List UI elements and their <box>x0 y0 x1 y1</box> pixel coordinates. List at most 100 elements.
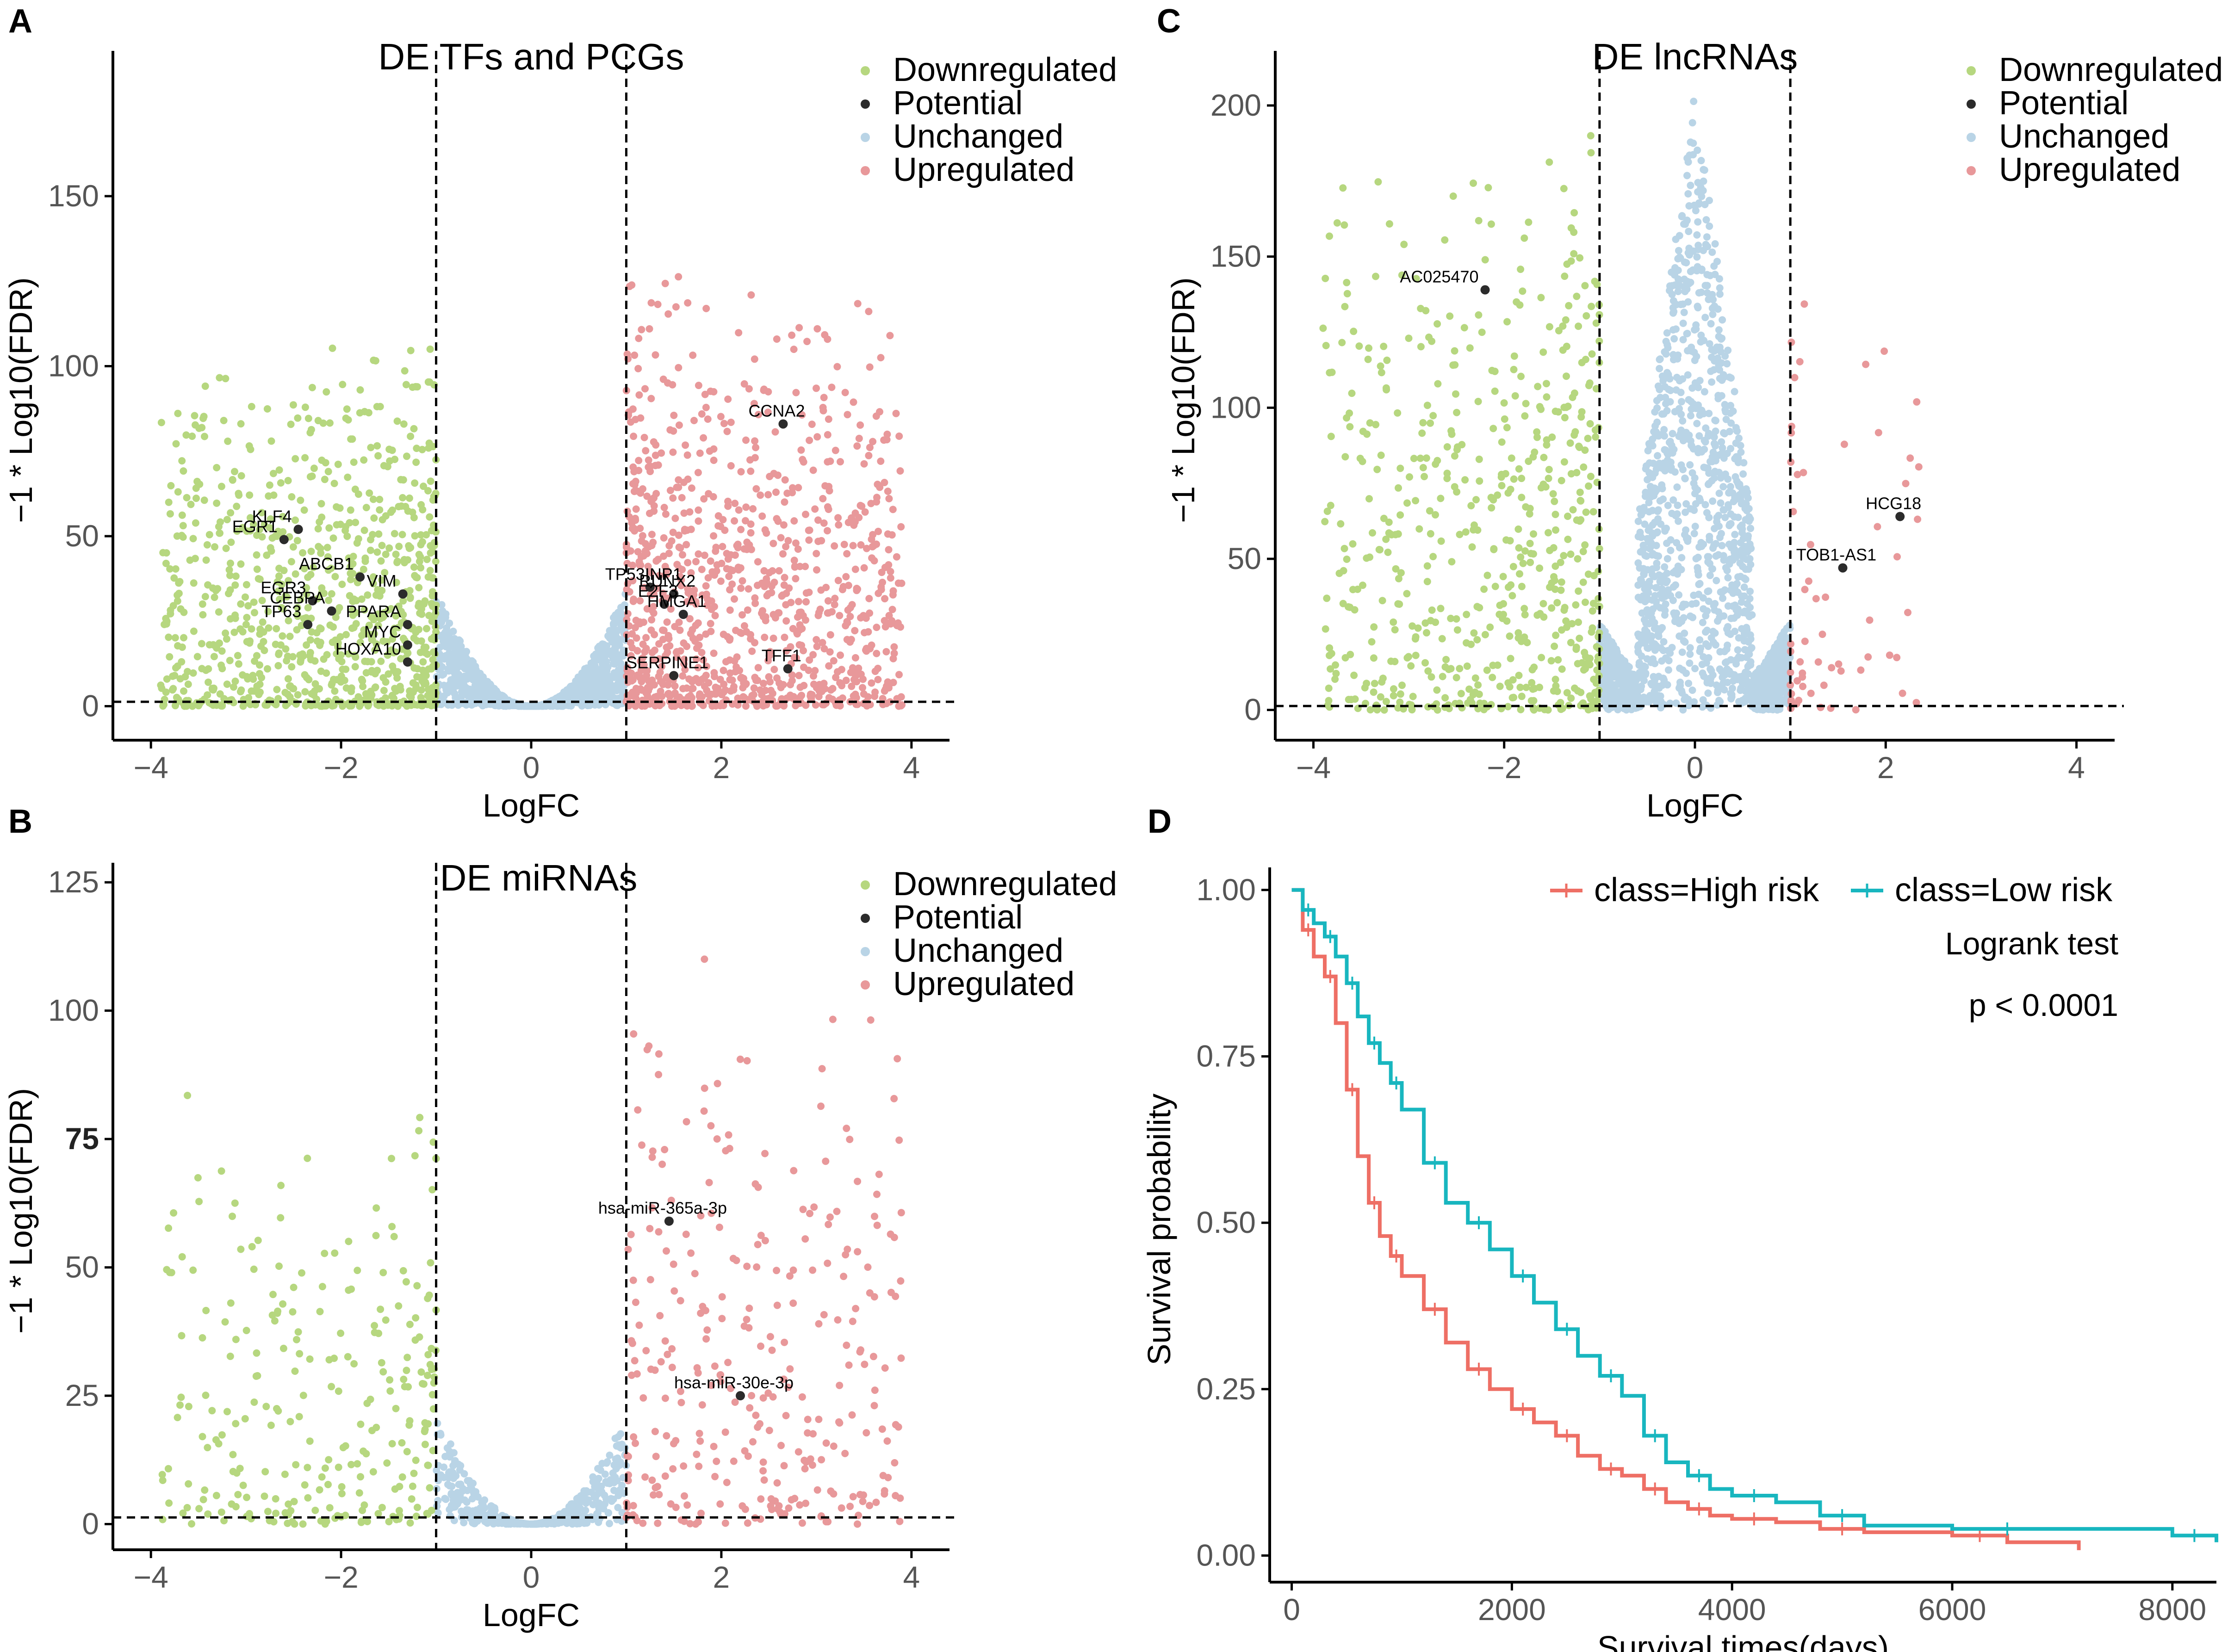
upregulated-point <box>702 403 710 411</box>
upregulated-point <box>671 623 679 631</box>
upregulated-point <box>781 498 788 506</box>
downregulated-point <box>183 1504 191 1511</box>
downregulated-point <box>266 481 273 489</box>
upregulated-point <box>761 633 769 641</box>
downregulated-point <box>170 574 178 582</box>
upregulated-point <box>824 597 832 605</box>
upregulated-point <box>824 335 832 343</box>
downregulated-point <box>215 1440 223 1448</box>
downregulated-point <box>289 543 297 551</box>
upregulated-point <box>726 676 734 684</box>
upregulated-point <box>787 599 795 606</box>
downregulated-point <box>342 631 350 638</box>
unchanged-point <box>551 698 558 706</box>
unchanged-point <box>459 661 466 668</box>
legend-key <box>861 133 870 142</box>
unchanged-point <box>600 640 608 648</box>
downregulated-point <box>395 1302 403 1310</box>
upregulated-point <box>623 586 631 594</box>
upregulated-point <box>825 662 833 670</box>
downregulated-point <box>290 1497 298 1505</box>
downregulated-point <box>226 1352 234 1360</box>
upregulated-point <box>760 567 768 575</box>
upregulated-point <box>854 1248 862 1256</box>
downregulated-point <box>235 491 243 499</box>
potential-point <box>778 419 788 429</box>
unchanged-point <box>1731 531 1739 538</box>
upregulated-point <box>777 1442 785 1449</box>
downregulated-point <box>188 433 196 440</box>
upregulated-point <box>759 1394 767 1402</box>
downregulated-point <box>262 1403 270 1411</box>
downregulated-point <box>307 656 315 663</box>
unchanged-point <box>456 1492 464 1500</box>
downregulated-point <box>410 1469 418 1477</box>
unchanged-point <box>1731 513 1738 521</box>
upregulated-point <box>790 1167 798 1175</box>
upregulated-point <box>861 1361 869 1368</box>
downregulated-point <box>174 488 182 496</box>
unchanged-point <box>436 643 444 651</box>
downregulated-point <box>412 1314 420 1322</box>
upregulated-point <box>814 538 822 545</box>
upregulated-point <box>806 436 813 444</box>
downregulated-point <box>403 452 410 460</box>
upregulated-point <box>892 409 900 417</box>
upregulated-point <box>828 384 836 391</box>
downregulated-point <box>404 1383 412 1391</box>
upregulated-point <box>737 584 745 592</box>
upregulated-point <box>698 565 706 573</box>
downregulated-point <box>415 600 423 607</box>
downregulated-point <box>420 1380 428 1388</box>
downregulated-point <box>320 655 328 663</box>
downregulated-point <box>413 673 421 681</box>
unchanged-point <box>1693 420 1701 427</box>
downregulated-point <box>200 496 208 504</box>
downregulated-point <box>339 381 347 389</box>
upregulated-point <box>741 1505 749 1513</box>
downregulated-point <box>223 681 231 688</box>
unchanged-point <box>1713 258 1721 266</box>
upregulated-point <box>679 685 687 693</box>
downregulated-point <box>290 1283 298 1291</box>
downregulated-point <box>283 657 291 665</box>
unchanged-point <box>525 702 533 710</box>
upregulated-point <box>802 510 809 518</box>
downregulated-point <box>378 1359 385 1367</box>
upregulated-point <box>732 1256 740 1264</box>
downregulated-point <box>233 1469 241 1477</box>
downregulated-point <box>398 1473 406 1481</box>
upregulated-point <box>843 550 851 557</box>
downregulated-point <box>203 541 211 549</box>
unchanged-point <box>1734 646 1742 654</box>
upregulated-point <box>808 421 816 428</box>
upregulated-point <box>843 618 851 625</box>
upregulated-point <box>664 310 672 318</box>
downregulated-point <box>360 565 367 573</box>
panel-letter: B <box>8 803 32 840</box>
unchanged-point <box>602 1495 610 1503</box>
upregulated-point <box>819 495 827 502</box>
upregulated-point <box>894 579 902 587</box>
downregulated-point <box>235 660 242 668</box>
upregulated-point <box>756 1420 763 1428</box>
upregulated-point <box>846 1136 854 1143</box>
unchanged-point <box>1701 314 1709 322</box>
upregulated-point <box>813 1486 821 1494</box>
legend-key <box>861 980 870 990</box>
upregulated-point <box>669 494 677 502</box>
upregulated-point <box>818 1065 826 1073</box>
downregulated-point <box>279 632 286 640</box>
downregulated-point <box>304 1494 312 1502</box>
upregulated-point <box>776 1508 784 1516</box>
upregulated-point <box>645 463 652 471</box>
upregulated-point <box>850 398 857 406</box>
upregulated-point <box>680 509 688 517</box>
upregulated-point <box>684 299 692 307</box>
unchanged-point <box>596 653 603 661</box>
unchanged-point <box>1689 139 1697 147</box>
downregulated-point <box>324 468 332 476</box>
upregulated-point <box>803 338 811 346</box>
downregulated-point <box>167 610 174 618</box>
unchanged-point <box>522 1520 529 1528</box>
